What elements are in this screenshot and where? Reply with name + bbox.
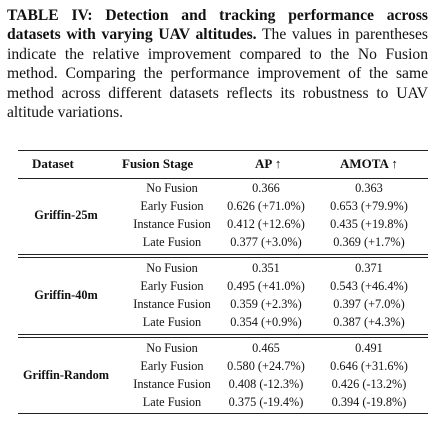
amota-value: 0.426 (-13.2%) [331,377,407,391]
fusion-stage: No Fusion [146,341,198,355]
fusion-stage: Late Fusion [142,395,202,409]
bottom-rule [18,413,428,414]
dataset-name: Griffin-25m [34,208,98,222]
fusion-stage: Early Fusion [140,199,204,213]
header-amota: AMOTA ↑ [340,156,398,171]
amota-value: 0.491 [355,341,383,355]
amota-value: 0.435 (+19.8%) [330,217,408,231]
dataset-name: Griffin-Random [22,368,110,382]
ap-value: 0.495 (+41.0%) [227,279,305,293]
ap-value: 0.412 (+12.6%) [227,217,305,231]
ap-value: 0.580 (+24.7%) [227,359,305,373]
fusion-stage: Late Fusion [142,235,202,249]
ap-value: 0.359 (+2.3%) [230,297,302,311]
header-ap: AP ↑ [255,156,282,171]
fusion-stage: Early Fusion [140,279,204,293]
amota-value: 0.653 (+79.9%) [330,199,408,213]
caption-body-text: The values in parentheses indicate the r… [7,26,428,122]
caption-bold-text: Detection and tracking performance acros… [7,7,428,44]
amota-value: 0.369 (+1.7%) [333,235,405,249]
amota-value: 0.646 (+31.6%) [330,359,408,373]
fusion-stage: Early Fusion [140,359,204,373]
ap-value: 0.351 [252,261,280,275]
fusion-stage: Instance Fusion [133,377,211,391]
group-separator [18,334,428,338]
amota-value: 0.397 (+7.0%) [333,297,405,311]
group-separator [18,254,428,258]
ap-value: 0.354 (+0.9%) [230,315,302,329]
ap-value: 0.626 (+71.0%) [227,199,305,213]
fusion-stage: Instance Fusion [133,217,211,231]
amota-value: 0.543 (+46.4%) [330,279,408,293]
caption-label: TABLE IV: [7,7,93,24]
top-rule [18,150,428,151]
fusion-stage: Instance Fusion [133,297,211,311]
dataset-name: Griffin-40m [34,288,98,302]
fusion-stage: No Fusion [146,181,198,195]
amota-value: 0.371 [355,261,383,275]
ap-value: 0.366 [252,181,280,195]
ap-value: 0.377 (+3.0%) [230,235,302,249]
table-caption: TABLE IV: Detection and tracking perform… [7,6,428,122]
ap-value: 0.375 (-19.4%) [228,395,304,409]
amota-value: 0.363 [355,181,383,195]
header-dataset: Dataset [32,156,74,171]
header-fusion-stage: Fusion Stage [122,156,194,171]
ap-value: 0.408 (-12.3%) [228,377,304,391]
fusion-stage: Late Fusion [142,315,202,329]
ap-value: 0.465 [252,341,280,355]
amota-value: 0.394 (-19.8%) [331,395,407,409]
amota-value: 0.387 (+4.3%) [333,315,405,329]
header-rule [18,178,428,179]
fusion-stage: No Fusion [146,261,198,275]
